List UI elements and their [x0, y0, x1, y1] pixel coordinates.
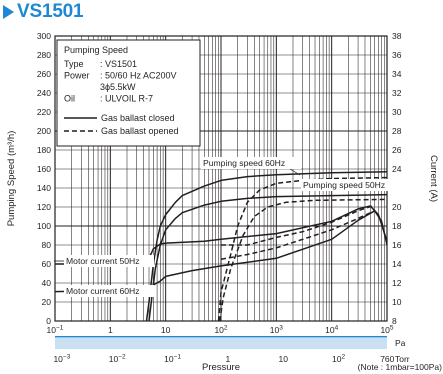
chart-title-text: VS1501 — [17, 1, 84, 22]
annotation-speed-60hz-bg — [201, 157, 301, 169]
unit-note: (Note : 1mbar=100Pa) — [358, 362, 443, 372]
legend-key: Power — [64, 71, 90, 81]
right-tick-label: 8 — [392, 316, 397, 326]
annotation-speed-50hz: Pumping speed 50Hz — [303, 180, 385, 190]
right-tick-label: 34 — [392, 69, 402, 79]
legend-value: 3ϕ5.5kW — [100, 82, 136, 92]
chart-title: VS1501 — [3, 1, 84, 23]
torr-tick-label: 10−1 — [164, 354, 181, 365]
series-line — [221, 204, 375, 246]
torr-tick-label: 10 — [279, 354, 289, 364]
legend-value: : VS1501 — [100, 59, 137, 69]
legend-heading: Pumping Speed — [64, 45, 128, 55]
series-line — [148, 193, 388, 322]
left-tick-label: 180 — [37, 145, 51, 155]
left-tick-label: 260 — [37, 69, 51, 79]
right-tick-label: 38 — [392, 31, 402, 41]
torr-band-top-rule — [55, 336, 387, 338]
left-tick-label: 200 — [37, 126, 51, 136]
torr-tick-label: 102 — [332, 354, 345, 365]
legend-value: : ULVOIL R-7 — [100, 94, 153, 104]
legend-box — [56, 39, 201, 147]
pa-tick-label: 10 — [161, 325, 171, 335]
annotation-speed-60hz: Pumping speed 60Hz — [203, 158, 285, 168]
pa-tick-label: 105 — [380, 325, 393, 336]
legend-key: Type — [64, 59, 84, 69]
right-tick-label: 26 — [392, 145, 402, 155]
left-tick-label: 40 — [42, 278, 52, 288]
annotation-motor-50hz: Motor current 50Hz — [66, 256, 140, 266]
pa-unit-label: Pa — [395, 338, 406, 348]
left-tick-label: 160 — [37, 164, 51, 174]
right-tick-label: 12 — [392, 278, 402, 288]
pa-tick-label: 10−1 — [47, 325, 64, 336]
pa-tick-label: 102 — [214, 325, 227, 336]
left-tick-label: 60 — [42, 259, 52, 269]
legend-dashed-label: Gas ballast opened — [101, 126, 179, 136]
right-tick-label: 36 — [392, 50, 402, 60]
torr-band — [55, 336, 387, 349]
series-line — [220, 210, 376, 261]
left-tick-label: 0 — [46, 316, 51, 326]
right-tick-label: 18 — [392, 221, 402, 231]
left-tick-label: 100 — [37, 221, 51, 231]
left-tick-label: 120 — [37, 202, 51, 212]
annotation-motor-60hz-bg — [64, 285, 154, 297]
right-tick-label: 16 — [392, 240, 402, 250]
torr-tick-label: 760 — [380, 354, 394, 364]
right-tick-label: 30 — [392, 107, 402, 117]
torr-tick-label: 10−2 — [109, 354, 126, 365]
arrow-icon — [3, 5, 14, 19]
left-tick-label: 220 — [37, 107, 51, 117]
annotation-speed-50hz-bg — [301, 179, 401, 191]
legend-solid-label: Gas ballast closed — [101, 113, 175, 123]
legend-key: Oil — [64, 94, 75, 104]
torr-tick-label: 10−3 — [53, 354, 70, 365]
pa-tick-label: 104 — [325, 325, 338, 336]
series-line — [219, 198, 388, 322]
annotation-motor-60hz: Motor current 60Hz — [66, 286, 140, 296]
left-tick-label: 240 — [37, 88, 51, 98]
torr-unit-label: Torr — [395, 354, 410, 364]
annotation-speed-60hz-leader — [289, 168, 301, 176]
right-tick-label: 20 — [392, 202, 402, 212]
right-tick-label: 32 — [392, 88, 402, 98]
pa-tick-label: 103 — [270, 325, 283, 336]
right-tick-label: 24 — [392, 164, 402, 174]
left-tick-label: 140 — [37, 183, 51, 193]
torr-tick-label: 1 — [226, 354, 231, 364]
pa-tick-label: 1 — [108, 325, 113, 335]
left-tick-label: 80 — [42, 240, 52, 250]
left-tick-label: 280 — [37, 50, 51, 60]
right-tick-label: 28 — [392, 126, 402, 136]
annotation-motor-50hz-bg — [64, 255, 154, 267]
left-axis-title: Pumping Speed (m³/h) — [6, 131, 17, 227]
series-line — [217, 176, 388, 322]
plot-frame — [54, 35, 388, 322]
series-line — [145, 171, 388, 322]
left-tick-label: 20 — [42, 297, 52, 307]
x-axis-title: Pressure — [202, 362, 240, 373]
left-tick-label: 300 — [37, 31, 51, 41]
right-axis-title: Current (A) — [428, 155, 439, 202]
right-tick-label: 14 — [392, 259, 402, 269]
legend-value: : 50/60 Hz AC200V — [100, 71, 177, 81]
right-tick-label: 10 — [392, 297, 402, 307]
